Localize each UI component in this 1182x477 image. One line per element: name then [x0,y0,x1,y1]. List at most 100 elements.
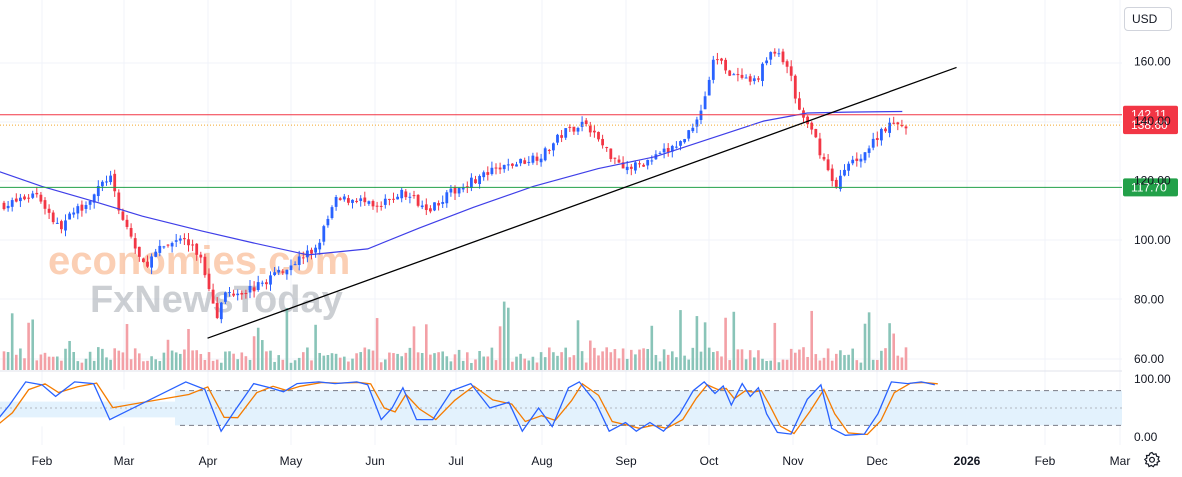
candle-body [576,127,580,132]
volume-bar [744,359,748,370]
x-tick-label: Dec [866,454,887,468]
candle-body [379,205,383,207]
volume-bar [457,349,461,370]
candle-body [539,158,543,163]
volume-bar [814,354,818,370]
volume-bar [638,349,641,370]
candle-body [166,244,170,246]
volume-bar [535,362,539,370]
candle-body [342,196,346,200]
candle-body [109,175,112,183]
stochastic-pane [0,370,1122,436]
candle-body [174,240,178,242]
volume-bar [482,356,485,370]
candle-body [43,200,47,209]
x-tick-label: Apr [199,454,218,468]
time-axis[interactable]: Feb Mar Apr May Jun Jul Aug Sep Oct Nov Dec 2026 Feb… [32,454,1131,468]
candle-body [101,181,104,187]
candle-body [178,238,182,241]
support-price-label: 117.70 [1131,180,1167,194]
currency-button[interactable]: USD [1124,7,1172,31]
candle-body [224,292,227,302]
volume-bar [896,355,900,370]
candle-body [597,131,600,140]
candle-body [777,53,781,55]
volume-bar [297,357,301,370]
candle-body [23,196,26,200]
y-tick-label: 60.00 [1134,352,1164,366]
volume-bar [433,353,436,370]
candle-body [297,256,301,266]
candle-body [826,159,830,171]
candle-body [392,198,395,200]
price-axis[interactable]: 142.11138.60117.70160.00140.00120.00100.… [1123,55,1178,445]
volume-bar [716,351,719,370]
volume-bar [736,349,740,370]
volume-bar [593,347,596,370]
volume-bar [449,361,453,370]
settings-gear-icon[interactable] [1143,451,1161,469]
candle-body [789,66,793,76]
candle-body [2,202,6,210]
candle-body [523,160,527,164]
candle-body [375,205,379,207]
x-tick-label: Aug [531,454,552,468]
volume-bar [802,347,805,370]
candle-body [798,98,801,110]
candle-body [863,152,867,161]
candle-body [449,188,453,193]
candle-body [31,193,35,198]
volume-bar [150,356,153,370]
candle-body [716,59,719,61]
candle-body [707,79,711,96]
candle-body [203,256,207,276]
volume-bar [306,347,309,370]
current-price-tag [1123,116,1178,135]
candle-body [880,128,883,141]
volume-bar [880,350,883,370]
watermark-line1: economies.com [48,239,350,283]
volume-bar [863,323,867,370]
candle-body [322,226,326,242]
volume-bar [564,347,567,370]
x-tick-label: May [280,454,303,468]
candle-body [60,221,63,230]
candle-body [720,58,723,61]
volume-bar [220,362,223,370]
volume-bar [519,353,522,370]
volume-bar [330,353,334,370]
candle-body [318,242,322,250]
candle-body [117,192,121,211]
candle-body [793,75,797,99]
candle-body [228,292,231,294]
volume-bar [109,359,112,370]
volume-bar [511,361,514,370]
candle-body [429,208,432,212]
volume-bar [322,355,326,370]
candle-body [191,244,194,246]
candle-body [601,138,604,146]
candle-body [757,78,760,80]
candle-body [547,149,551,151]
x-tick-label: 2026 [954,454,981,468]
stoch-y-tick-label: 100.00 [1134,372,1171,386]
volume-bar [761,358,764,370]
volume-bar [97,347,100,370]
candle-body [363,197,367,203]
candle-body [338,198,342,200]
candle-body [158,245,162,253]
candle-body [658,152,662,154]
candle-body [6,205,10,209]
moving-average [0,110,903,256]
candle-body [55,222,59,224]
candle-body [843,169,846,176]
volume-bar [400,356,403,370]
trendline [207,66,957,339]
candle-body [736,74,740,76]
candle-body [240,292,244,295]
volume-bar [174,352,178,370]
volume-bar [338,357,342,370]
candle-body [564,128,568,138]
volume-bar [51,356,55,370]
